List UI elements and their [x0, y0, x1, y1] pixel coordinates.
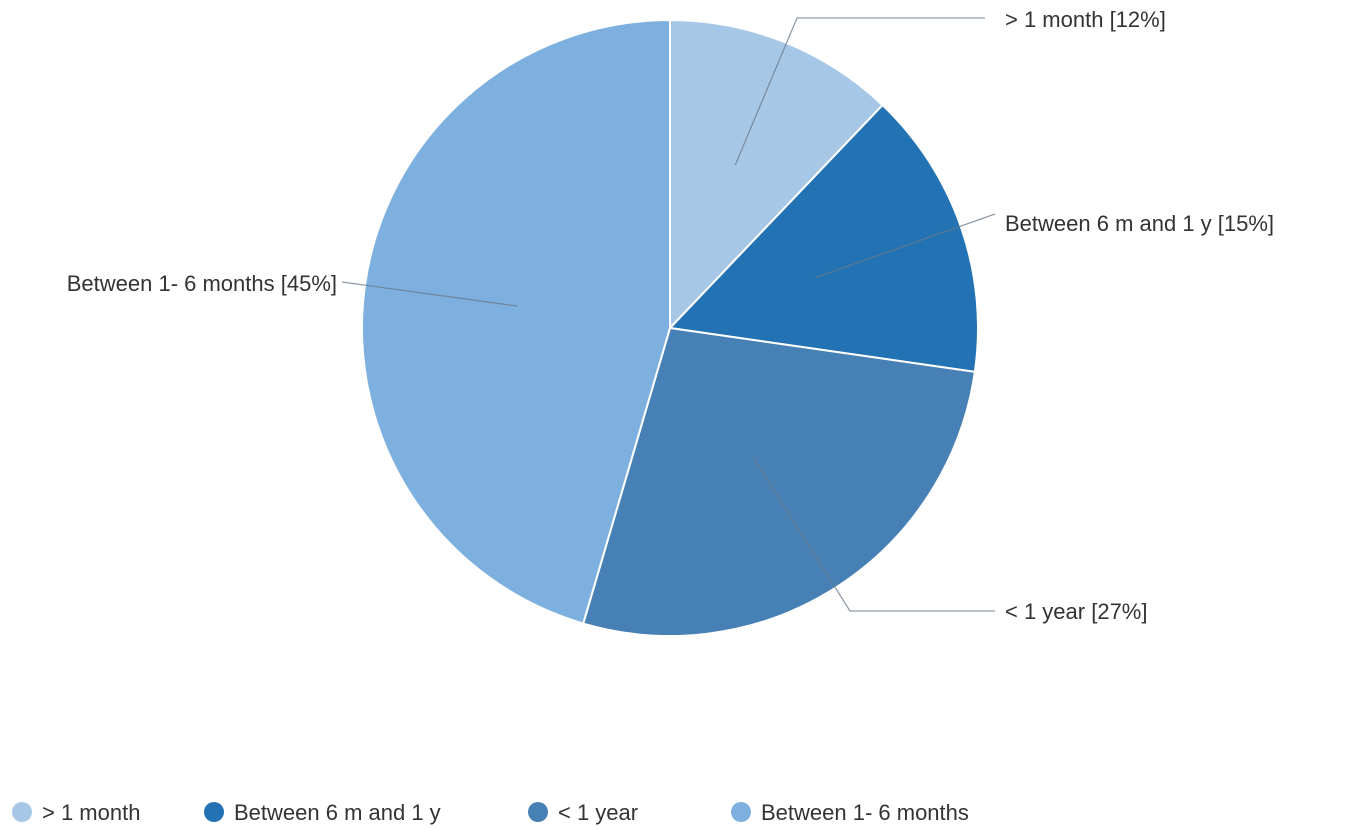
leader-lines: [341, 17, 996, 612]
leader-line-between-1-6-months: [341, 281, 518, 307]
legend-label-1-month: > 1 month: [42, 800, 140, 825]
legend-label-between-1-6-months: Between 1- 6 months: [761, 800, 969, 825]
leader-line-1-year: [752, 457, 995, 612]
slice-label-1-month: > 1 month [12%]: [1005, 7, 1166, 32]
legend-label-between-6-m-and-1-y: Between 6 m and 1 y: [234, 800, 441, 825]
pie-slice-1-month: [669, 18, 884, 331]
pie-slice-between-6-m-and-1-y: [667, 103, 979, 373]
leader-line-1-month: [734, 17, 985, 166]
legend-swatch-between-6-m-and-1-y: [204, 802, 224, 822]
pie-slice-1-year: [581, 326, 976, 637]
slice-label-1-year: < 1 year [27%]: [1005, 599, 1147, 624]
legend: > 1 month Between 6 m and 1 y < 1 year Betw…: [12, 800, 969, 825]
legend-swatch-1-year: [528, 802, 548, 822]
pie-slices: [361, 18, 979, 637]
legend-swatch-1-month: [12, 802, 32, 822]
leader-line-between-6-m-and-1-y: [815, 213, 996, 279]
pie-slice-between-1-6-months: [361, 18, 671, 625]
legend-label-1-year: < 1 year: [558, 800, 638, 825]
slice-label-between-1-6-months: Between 1- 6 months [45%]: [67, 271, 337, 296]
legend-swatch-between-1-6-months: [731, 802, 751, 822]
slice-label-between-6-m-and-1-y: Between 6 m and 1 y [15%]: [1005, 211, 1274, 236]
slice-labels: > 1 month [12%] Between 6 m and 1 y [15%]…: [67, 7, 1274, 624]
